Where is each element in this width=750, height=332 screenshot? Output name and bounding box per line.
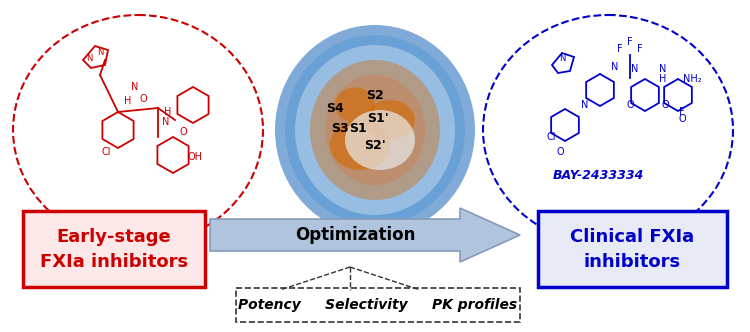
Text: N: N	[581, 100, 589, 110]
Text: H: H	[124, 96, 132, 106]
Text: O: O	[556, 147, 564, 157]
Text: N: N	[86, 53, 92, 62]
Text: F: F	[680, 107, 685, 117]
Text: N: N	[659, 64, 667, 74]
Text: Clinical FXIa: Clinical FXIa	[570, 228, 694, 246]
Text: O: O	[678, 114, 686, 124]
Text: N: N	[162, 117, 170, 127]
Text: N: N	[97, 47, 104, 56]
Text: Potency     Selectivity     PK profiles: Potency Selectivity PK profiles	[238, 298, 518, 312]
Text: O: O	[662, 100, 669, 110]
Text: F: F	[627, 37, 633, 47]
Ellipse shape	[285, 35, 465, 225]
Ellipse shape	[345, 110, 415, 170]
Text: S4: S4	[326, 102, 344, 115]
Ellipse shape	[310, 60, 440, 200]
Text: S1': S1'	[368, 112, 389, 124]
FancyBboxPatch shape	[236, 288, 520, 322]
Text: inhibitors: inhibitors	[584, 253, 680, 271]
Text: F: F	[617, 44, 622, 54]
Text: BAY-2433334: BAY-2433334	[552, 169, 644, 182]
Ellipse shape	[365, 100, 415, 140]
Text: OH: OH	[188, 152, 202, 162]
Text: O: O	[179, 127, 187, 137]
Text: S1: S1	[350, 122, 367, 134]
Ellipse shape	[483, 15, 733, 245]
Text: Optimization: Optimization	[295, 226, 416, 244]
Text: N: N	[632, 64, 639, 74]
Ellipse shape	[13, 15, 263, 245]
Text: NH₂: NH₂	[682, 74, 701, 84]
Ellipse shape	[335, 88, 375, 123]
Text: H: H	[164, 107, 172, 117]
Ellipse shape	[330, 120, 390, 170]
Text: F: F	[638, 44, 643, 54]
Text: N: N	[611, 62, 619, 72]
Text: N: N	[559, 54, 566, 63]
Polygon shape	[210, 208, 520, 262]
Text: Early-stage: Early-stage	[57, 228, 172, 246]
FancyBboxPatch shape	[538, 211, 727, 287]
Ellipse shape	[275, 25, 475, 235]
FancyBboxPatch shape	[23, 211, 205, 287]
Text: S2': S2'	[364, 138, 386, 151]
Ellipse shape	[325, 75, 425, 185]
Text: O: O	[626, 100, 634, 110]
Text: S3: S3	[332, 122, 349, 134]
Text: S2: S2	[366, 89, 384, 102]
Text: FXIa inhibitors: FXIa inhibitors	[40, 253, 188, 271]
Text: Cl: Cl	[101, 147, 111, 157]
Text: H: H	[659, 74, 667, 84]
Text: O: O	[140, 94, 147, 104]
Text: N: N	[131, 82, 139, 92]
Ellipse shape	[295, 45, 455, 215]
Text: Cl: Cl	[546, 132, 556, 142]
